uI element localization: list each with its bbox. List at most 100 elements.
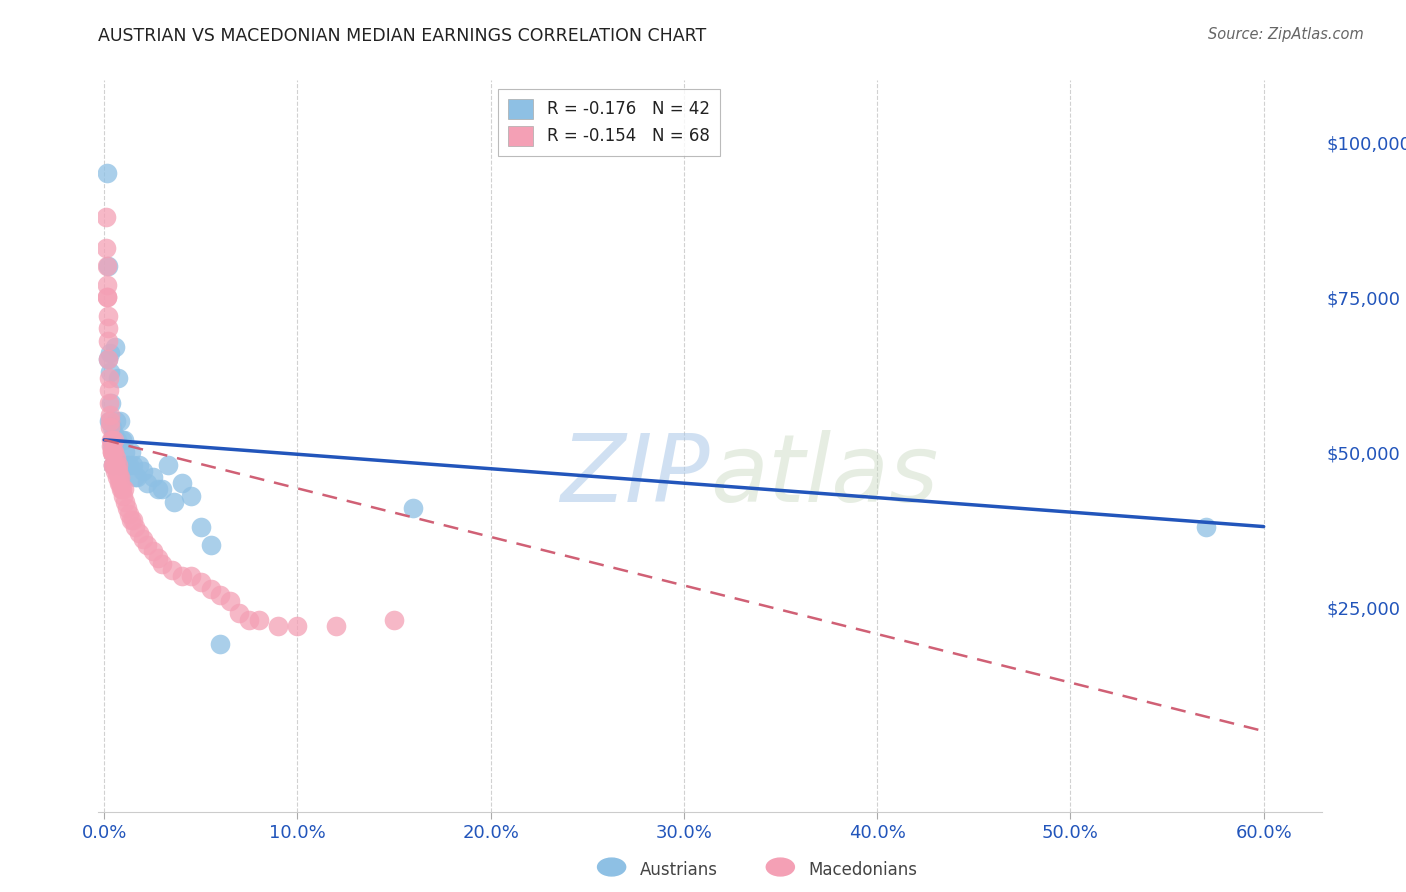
Point: [98, 346, 121, 360]
Point: [104, 414, 127, 428]
Point: [100, 433, 122, 447]
Point: [190, 519, 212, 533]
Point: [94, 241, 117, 255]
Point: [382, 613, 405, 627]
Point: [124, 470, 146, 484]
Point: [128, 525, 150, 540]
Point: [124, 519, 146, 533]
Point: [160, 563, 183, 577]
Point: [120, 445, 142, 459]
Point: [108, 414, 131, 428]
Point: [96, 290, 118, 304]
Point: [228, 607, 250, 621]
Point: [101, 445, 124, 459]
Point: [190, 575, 212, 590]
Point: [114, 495, 136, 509]
Point: [120, 513, 142, 527]
Text: Austrians: Austrians: [640, 861, 717, 879]
Point: [132, 532, 155, 546]
Point: [200, 538, 222, 552]
Point: [104, 340, 127, 354]
Point: [110, 433, 132, 447]
Point: [101, 458, 124, 472]
Point: [112, 433, 135, 447]
Text: atlas: atlas: [710, 430, 938, 521]
Point: [107, 458, 129, 472]
Point: [97, 352, 120, 367]
Point: [101, 433, 124, 447]
Point: [96, 259, 118, 273]
Point: [170, 476, 193, 491]
Point: [96, 290, 118, 304]
Point: [267, 619, 290, 633]
Point: [170, 569, 193, 583]
Point: [103, 445, 125, 459]
Point: [135, 476, 157, 491]
Point: [97, 352, 120, 367]
Point: [103, 426, 125, 441]
Point: [94, 210, 117, 224]
Point: [180, 569, 202, 583]
Point: [105, 458, 128, 472]
Point: [97, 321, 120, 335]
Point: [118, 458, 141, 472]
Point: [108, 476, 131, 491]
Point: [98, 408, 121, 422]
Legend: R = -0.176   N = 42, R = -0.154   N = 68: R = -0.176 N = 42, R = -0.154 N = 68: [498, 88, 720, 156]
Point: [101, 458, 124, 472]
Point: [110, 483, 132, 497]
Point: [100, 420, 122, 434]
Point: [287, 619, 309, 633]
Point: [105, 433, 128, 447]
Point: [148, 550, 170, 565]
Point: [122, 458, 145, 472]
Point: [97, 259, 120, 273]
Point: [163, 495, 186, 509]
Point: [209, 588, 232, 602]
Point: [180, 489, 202, 503]
Point: [156, 458, 179, 472]
Point: [104, 451, 127, 466]
Point: [117, 458, 139, 472]
Point: [110, 483, 132, 497]
Text: ZIP: ZIP: [561, 430, 710, 521]
Point: [108, 476, 131, 491]
Point: [135, 538, 157, 552]
Point: [108, 470, 131, 484]
Point: [200, 582, 222, 596]
Circle shape: [766, 858, 794, 876]
Point: [100, 420, 122, 434]
Point: [107, 470, 129, 484]
Point: [107, 458, 129, 472]
Point: [105, 470, 128, 484]
Point: [114, 445, 136, 459]
Point: [98, 395, 121, 409]
Point: [148, 483, 170, 497]
Point: [97, 371, 120, 385]
Point: [101, 433, 124, 447]
Point: [107, 371, 129, 385]
Point: [402, 500, 425, 515]
Point: [96, 166, 118, 180]
Point: [132, 464, 155, 478]
Point: [117, 500, 139, 515]
Point: [141, 470, 163, 484]
Point: [103, 433, 125, 447]
Point: [98, 414, 121, 428]
Point: [247, 613, 270, 627]
Point: [98, 383, 121, 397]
Point: [325, 619, 347, 633]
Point: [100, 365, 122, 379]
Point: [218, 594, 240, 608]
Point: [96, 309, 118, 323]
Circle shape: [598, 858, 626, 876]
Point: [122, 513, 145, 527]
Point: [105, 464, 128, 478]
Point: [103, 458, 125, 472]
Point: [101, 445, 124, 459]
Text: Source: ZipAtlas.com: Source: ZipAtlas.com: [1208, 27, 1364, 42]
Point: [141, 544, 163, 558]
Point: [150, 483, 173, 497]
Point: [209, 637, 232, 651]
Point: [238, 613, 260, 627]
